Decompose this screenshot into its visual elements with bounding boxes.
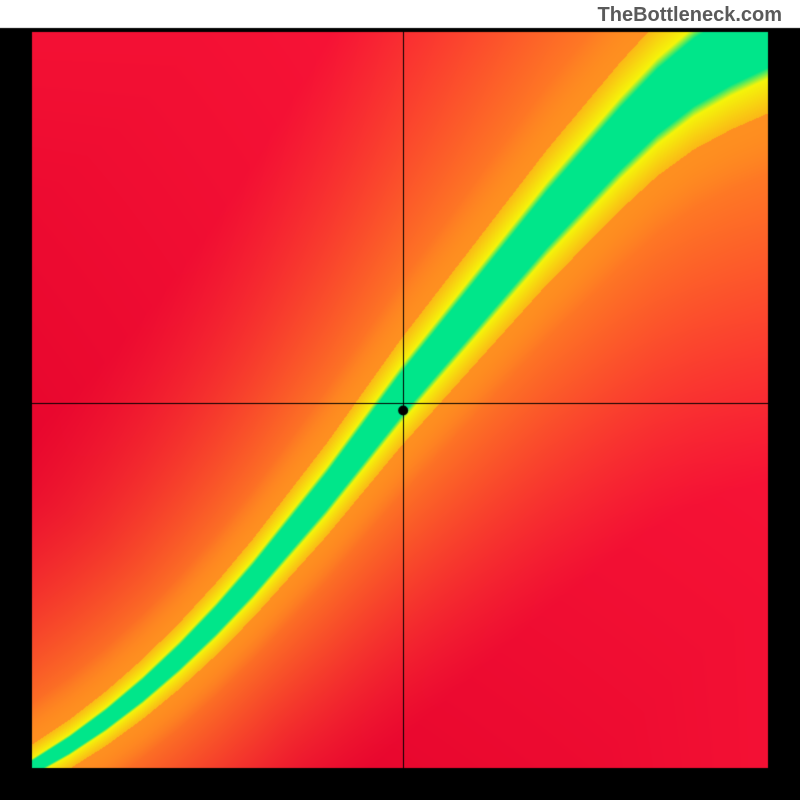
heatmap-canvas xyxy=(0,0,800,800)
chart-container: TheBottleneck.com xyxy=(0,0,800,800)
watermark-text: TheBottleneck.com xyxy=(598,4,782,27)
